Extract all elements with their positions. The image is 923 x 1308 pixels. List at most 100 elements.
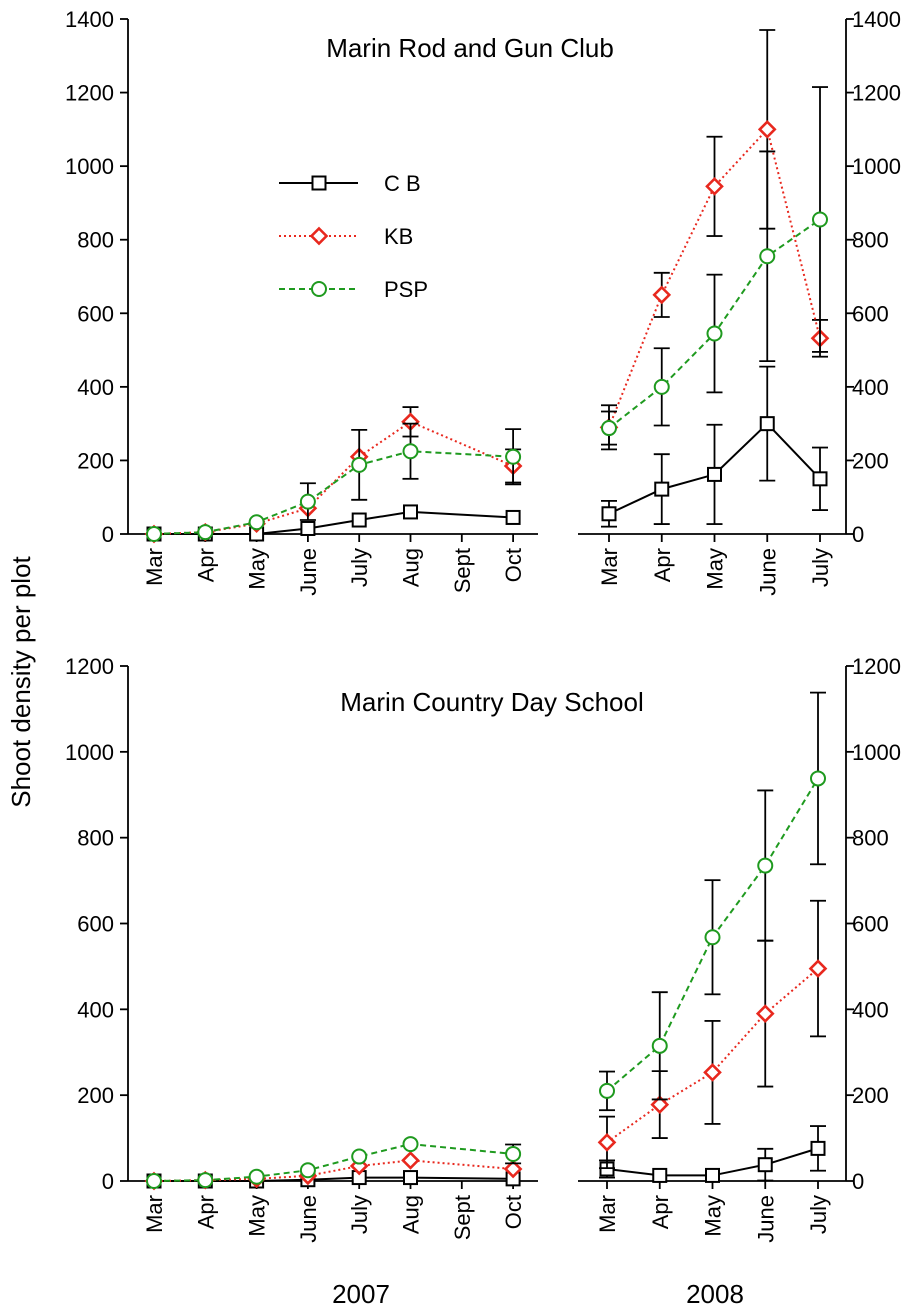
x-tick-label: Aug: [399, 1195, 424, 1234]
x-tick-label: May: [245, 1195, 270, 1237]
y-tick-label: 800: [77, 826, 114, 851]
point-CB: [300, 520, 316, 536]
y-tick-label: 1400: [65, 7, 114, 32]
point-PSP: [146, 526, 162, 542]
point-PSP: [757, 857, 774, 874]
point-KB: [705, 177, 724, 196]
x-tick-label: Oct: [501, 548, 526, 582]
point-PSP: [599, 1082, 615, 1099]
point-CB: [810, 1140, 826, 1156]
point-KB: [755, 1004, 775, 1023]
x-tick-label: July: [347, 548, 372, 587]
point-KB: [703, 1063, 722, 1082]
x-tick-label: Mar: [597, 548, 622, 586]
point-PSP: [146, 1173, 162, 1189]
point-CB: [705, 1167, 720, 1183]
x-tick-label: July: [808, 548, 833, 587]
point-PSP: [812, 211, 828, 228]
point-KB: [597, 1133, 617, 1152]
y-tick-label: 0: [852, 522, 864, 547]
point-PSP: [601, 420, 617, 437]
point-PSP: [351, 456, 368, 473]
y-tick-label: 800: [852, 826, 889, 851]
point-KB: [757, 120, 777, 139]
x-tick-label: Sept: [450, 1195, 475, 1240]
point-KB: [652, 285, 672, 305]
y-tick-label: 1000: [852, 740, 901, 765]
chart-2: Marin Country Day School 0 200 400 600 800 100…: [65, 654, 901, 1243]
y-tick-label: 200: [77, 448, 114, 473]
y-tick-label: 1000: [852, 154, 901, 179]
chart-1: Marin Rod and Gun Club 0 200 400 600 800 1000 1…: [65, 7, 901, 596]
y-tick-label: 600: [852, 301, 889, 326]
y-axis-label: Shoot density per plot: [6, 555, 36, 807]
point-KB: [503, 1159, 523, 1179]
year-label-2008: 2008: [686, 1279, 744, 1308]
legend-marker: [309, 226, 329, 246]
y-tick-label: 800: [77, 228, 114, 253]
y-tick-label: 1200: [852, 654, 901, 679]
point-PSP: [248, 1168, 265, 1185]
y-tick-label: 200: [852, 448, 889, 473]
point-PSP: [402, 1136, 419, 1153]
series-PSP: [146, 422, 522, 542]
x-tick-label: June: [753, 1195, 778, 1243]
y-tick-label: 600: [77, 912, 114, 937]
legend-label: C B: [384, 171, 421, 196]
x-tick-label: June: [296, 1195, 321, 1243]
x-tick-label: Aug: [399, 548, 424, 587]
x-tick-label: Mar: [142, 1195, 167, 1233]
panel-2008: 0 200 400 600 800 1000 1200 Mar Apr May June July: [578, 654, 901, 1243]
x-tick-label: July: [806, 1195, 831, 1234]
point-CB: [351, 512, 367, 528]
point-PSP: [351, 1148, 368, 1165]
legend-item-PSP: PSP: [279, 277, 428, 302]
y-tick-label: 1200: [65, 654, 114, 679]
x-tick-label: Apr: [193, 1195, 218, 1229]
y-tick-label: 600: [852, 912, 889, 937]
point-CB: [601, 506, 617, 522]
point-PSP: [299, 1162, 316, 1179]
x-tick-label: Apr: [193, 548, 218, 582]
chart-title: Marin Rod and Gun Club: [326, 33, 614, 63]
point-PSP: [248, 514, 265, 531]
point-CB: [654, 481, 670, 497]
point-PSP: [197, 524, 214, 541]
y-tick-label: 1000: [65, 154, 114, 179]
x-tick-label: July: [347, 1195, 372, 1234]
legend-label: PSP: [384, 277, 428, 302]
x-tick-label: May: [245, 548, 270, 590]
point-KB: [401, 1151, 420, 1170]
panel-2008: 0 200 400 600 800 1000 1200 1400 Mar Apr May June Ju…: [578, 7, 901, 596]
legend-label: KB: [384, 224, 413, 249]
panel-2007: 0 200 400 600 800 1000 1200 1400 Mar Apr May June Ju…: [65, 7, 538, 596]
chart-title: Marin Country Day School: [340, 687, 643, 717]
x-tick-label: June: [296, 548, 321, 596]
series-PSP: [146, 1136, 522, 1189]
point-CB: [505, 509, 521, 525]
point-CB: [707, 466, 722, 482]
x-tick-label: Sept: [450, 548, 475, 593]
point-CB: [757, 1157, 773, 1173]
point-PSP: [759, 248, 776, 265]
point-PSP: [505, 448, 522, 465]
point-CB: [652, 1167, 668, 1183]
series-KB: [144, 406, 523, 544]
y-tick-label: 600: [77, 301, 114, 326]
x-tick-label: Apr: [648, 1195, 673, 1229]
legend-item-KB: KB: [279, 224, 413, 249]
y-tick-label: 400: [77, 375, 114, 400]
x-tick-label: May: [701, 1195, 726, 1237]
point-CB: [403, 1170, 418, 1186]
x-tick-label: Oct: [501, 1195, 526, 1229]
legend-marker: [311, 175, 327, 191]
series-CB: [601, 365, 828, 528]
year-label-2007: 2007: [332, 1279, 390, 1308]
y-tick-label: 0: [102, 522, 114, 547]
y-tick-label: 400: [852, 375, 889, 400]
y-tick-label: 400: [852, 997, 889, 1022]
point-PSP: [706, 325, 723, 342]
point-PSP: [299, 493, 316, 510]
series-PSP: [599, 691, 826, 1112]
